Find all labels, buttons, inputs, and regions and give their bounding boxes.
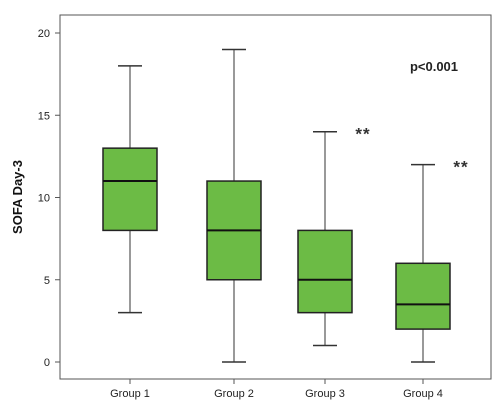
x-tick-label: Group 4 <box>403 388 443 400</box>
box-1 <box>102 65 158 314</box>
x-tick-label: Group 1 <box>110 388 150 400</box>
significance-marker: ** <box>355 125 370 144</box>
x-tick-label: Group 3 <box>305 388 345 400</box>
iqr-box <box>102 147 158 232</box>
iqr-box <box>395 262 451 330</box>
y-tick-label: 20 <box>38 28 50 40</box>
box-3: ** <box>297 125 370 347</box>
p-value-annotation: p<0.001 <box>410 59 458 74</box>
box-4: ** <box>395 158 468 363</box>
iqr-box <box>297 229 353 314</box>
box-2 <box>206 48 262 363</box>
y-axis-title: SOFA Day-3 <box>10 160 25 234</box>
x-tick-label: Group 2 <box>214 388 254 400</box>
significance-marker: ** <box>453 158 468 177</box>
y-tick-label: 10 <box>38 193 50 205</box>
x-axis: Group 1 Group 2 Group 3 Group 4 <box>110 379 443 400</box>
box-series: ** ** <box>102 48 468 363</box>
y-tick-label: 5 <box>44 275 50 287</box>
y-tick-label: 15 <box>38 110 50 122</box>
y-axis: 0 5 10 15 20 <box>38 28 60 369</box>
y-tick-label: 0 <box>44 357 50 369</box>
